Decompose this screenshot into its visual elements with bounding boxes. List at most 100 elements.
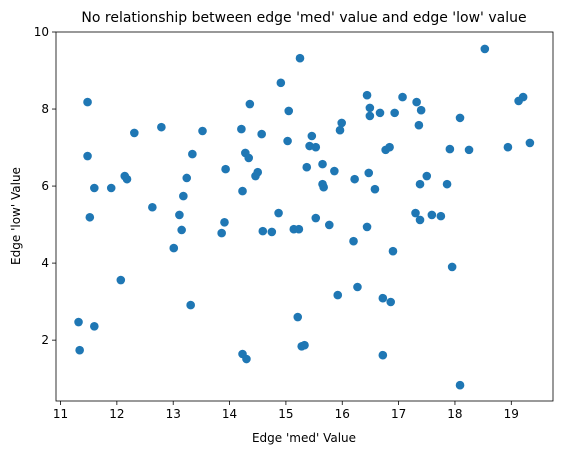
point [242,354,251,364]
point [237,124,246,134]
point [364,168,374,178]
point [416,105,426,115]
point [350,174,359,184]
point [257,129,266,139]
point [258,226,268,236]
point [182,173,192,183]
x-tick-label: 18 [447,407,462,421]
point [294,224,304,234]
x-tick-label: 16 [335,407,350,421]
point [411,208,420,218]
point [157,122,166,132]
point [525,138,535,148]
point [175,210,184,220]
point [295,53,305,63]
point [398,92,407,102]
chart-title: No relationship between edge 'med' value… [81,10,526,26]
point [198,126,207,136]
point [455,113,465,123]
x-tick-label: 14 [222,407,237,421]
point [390,108,399,118]
y-tick-label: 4 [41,256,49,270]
y-axis-label: Edge 'low' Value [9,167,23,265]
plot-frame [55,31,554,402]
point [415,179,425,189]
point [188,149,197,159]
point [414,120,424,130]
x-tick-label: 15 [278,407,293,421]
point [362,222,372,232]
x-tick-label: 11 [53,407,68,421]
point [370,184,380,194]
point [480,44,490,54]
point [335,125,345,135]
point [319,182,328,192]
point [238,186,247,196]
point [90,183,99,193]
point [318,159,327,169]
point [245,99,255,109]
point [415,215,425,225]
y-tick-label: 2 [41,333,49,347]
y-tick-label: 6 [41,179,49,193]
point [333,290,343,300]
point [169,243,179,253]
point [283,136,292,146]
point [365,111,375,121]
point [427,210,437,220]
point [220,217,229,227]
point [365,103,375,113]
point [353,282,362,292]
point [464,145,474,155]
point [221,164,230,174]
point [90,321,99,331]
point [436,211,446,221]
point [122,174,132,184]
point [253,167,263,177]
x-tick-label: 12 [109,407,124,421]
point [116,275,126,285]
point [274,208,283,218]
point [217,228,226,238]
point [74,317,83,327]
point [179,191,188,201]
point [362,90,372,100]
point [244,153,254,163]
point [284,106,294,116]
point [300,340,309,350]
point [83,97,92,107]
point [311,213,321,223]
point [385,142,394,152]
x-tick-label: 19 [504,407,519,421]
y-tick-label: 10 [34,25,49,39]
point [388,246,398,256]
point [337,118,346,128]
x-tick-label: 17 [391,407,406,421]
point [386,297,396,307]
point [85,212,95,222]
point [106,183,116,193]
point [307,131,317,141]
x-axis-label: Edge 'med' Value [252,431,356,445]
point [75,345,84,355]
point [276,78,286,88]
point [330,166,339,176]
point [302,162,312,172]
point [293,312,303,322]
point [412,97,421,107]
point [177,225,186,235]
point [375,108,385,118]
point [186,300,195,310]
point [130,128,139,138]
point [445,144,455,154]
point [378,293,388,303]
point [422,171,432,181]
point [518,92,528,102]
point [311,142,321,152]
point [503,142,513,152]
y-tick-label: 8 [41,102,49,116]
point [349,236,358,246]
x-tick-label: 13 [166,407,181,421]
point [455,380,465,390]
